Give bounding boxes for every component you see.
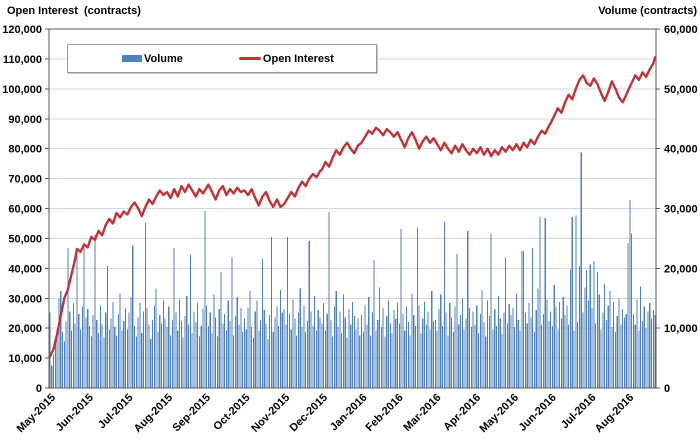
svg-text:50,000: 50,000 [8, 233, 42, 245]
svg-text:110,000: 110,000 [3, 54, 42, 66]
svg-text:60,000: 60,000 [8, 204, 42, 216]
legend-open-interest-label: Open Interest [262, 52, 334, 65]
svg-text:Nov-2015: Nov-2015 [249, 392, 292, 435]
svg-text:Aug-2016: Aug-2016 [593, 392, 637, 436]
svg-text:0: 0 [664, 383, 670, 395]
svg-text:120,000: 120,000 [2, 24, 42, 36]
svg-text:30,000: 30,000 [664, 204, 698, 216]
svg-text:100,000: 100,000 [2, 84, 42, 96]
svg-text:0: 0 [36, 383, 42, 395]
open-interest-swatch-icon [238, 57, 261, 60]
svg-text:70,000: 70,000 [8, 174, 42, 186]
svg-text:30,000: 30,000 [8, 293, 42, 305]
volume-swatch-icon [122, 55, 142, 62]
open-interest-line [48, 56, 657, 358]
svg-text:May-2015: May-2015 [15, 392, 59, 436]
svg-text:40,000: 40,000 [664, 144, 698, 156]
svg-text:Jul-2016: Jul-2016 [559, 392, 599, 432]
svg-text:40,000: 40,000 [8, 263, 42, 275]
svg-text:50,000: 50,000 [664, 84, 698, 96]
svg-text:Sep-2015: Sep-2015 [170, 392, 213, 435]
svg-text:Mar-2016: Mar-2016 [401, 392, 443, 434]
right-axis-ticks: 60,000 50,000 40,000 30,000 20,000 10,000 0 [656, 24, 698, 395]
svg-text:Jul-2015: Jul-2015 [96, 392, 136, 432]
volume-bars [49, 152, 656, 388]
svg-text:May-2016: May-2016 [478, 392, 522, 436]
svg-text:Jan-2016: Jan-2016 [328, 392, 370, 434]
legend-volume-label: Volume [144, 52, 183, 65]
svg-text:Dec-2015: Dec-2015 [287, 392, 330, 435]
left-axis-ticks: 120,000 110,000 100,000 90,000 80,000 70,000 6… [2, 24, 49, 395]
legend-item-volume: Volume [122, 53, 183, 65]
svg-text:Jun-2016: Jun-2016 [517, 392, 559, 434]
svg-text:20,000: 20,000 [8, 323, 42, 335]
svg-text:Feb-2016: Feb-2016 [364, 392, 406, 434]
svg-text:10,000: 10,000 [8, 353, 42, 365]
svg-text:Jun-2015: Jun-2015 [54, 392, 96, 434]
legend: Volume Open Interest [67, 44, 377, 73]
svg-text:Aug-2015: Aug-2015 [132, 392, 176, 436]
svg-text:10,000: 10,000 [664, 323, 698, 335]
svg-text:90,000: 90,000 [8, 114, 42, 126]
svg-text:60,000: 60,000 [664, 24, 698, 36]
svg-text:Oct-2015: Oct-2015 [211, 392, 252, 433]
svg-text:80,000: 80,000 [8, 144, 42, 156]
left-axis-title: Open Interest (contracts) [7, 5, 141, 17]
legend-item-open-interest: Open Interest [238, 52, 334, 65]
right-axis-title: Volume (contracts) [598, 5, 697, 17]
svg-text:20,000: 20,000 [664, 263, 698, 275]
